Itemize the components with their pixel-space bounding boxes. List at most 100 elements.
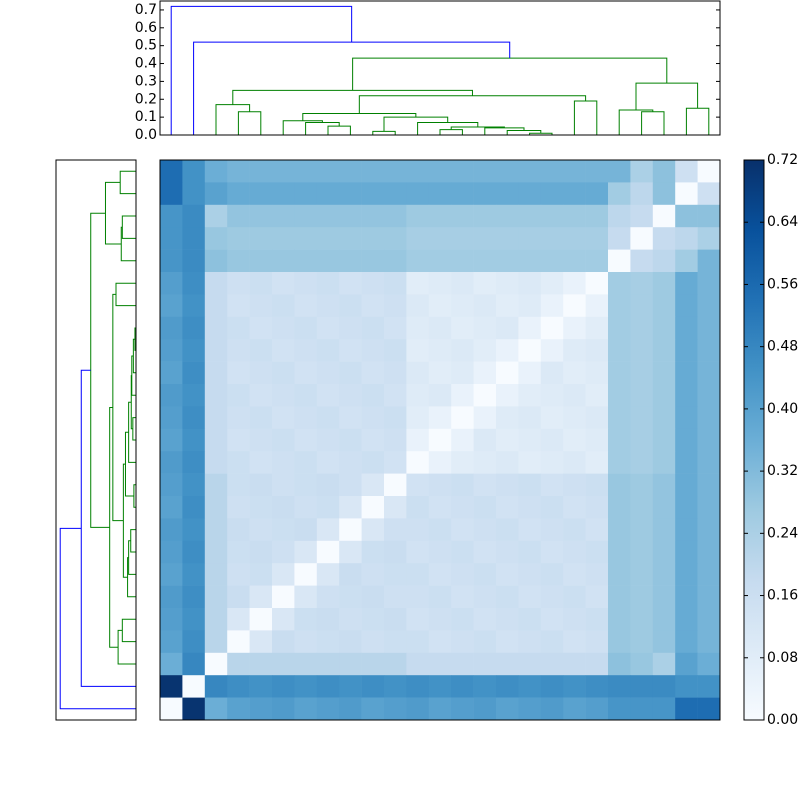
heatmap-cell (294, 675, 318, 698)
heatmap-cell (316, 451, 340, 474)
heatmap-cell (675, 384, 698, 407)
heatmap-cell (697, 227, 721, 250)
heatmap-cell (451, 585, 474, 609)
y-tick-label: 0.3 (135, 73, 157, 89)
heatmap-cell (608, 384, 631, 407)
heatmap-cell (204, 384, 228, 407)
heatmap-cell (451, 428, 474, 452)
heatmap-cell (652, 451, 676, 474)
heatmap-cell (160, 608, 183, 631)
heatmap-cell (361, 608, 385, 631)
heatmap-cell (361, 675, 385, 698)
heatmap-cell (652, 630, 676, 654)
heatmap-cell (540, 182, 564, 206)
heatmap-cell (339, 182, 362, 206)
heatmap-cell (697, 316, 721, 340)
heatmap-cell (630, 697, 654, 721)
heatmap-cell (406, 249, 430, 273)
heatmap-cell (272, 339, 295, 362)
heatmap-cell (697, 630, 721, 654)
heatmap-cell (451, 182, 474, 206)
heatmap-cell (249, 652, 273, 676)
left-dendrogram-link (115, 282, 136, 307)
heatmap-cell (630, 406, 654, 430)
heatmap-cell (675, 630, 698, 654)
heatmap-cell (608, 451, 631, 474)
y-tick-label: 0.1 (135, 109, 157, 125)
heatmap-cell (272, 406, 295, 430)
heatmap-cell (540, 540, 564, 564)
heatmap-cell (451, 227, 474, 250)
top-dendrogram-link (417, 121, 479, 135)
heatmap-cell (428, 249, 452, 273)
heatmap-cell (451, 249, 474, 273)
heatmap-cell (406, 428, 430, 452)
heatmap-cell (518, 294, 542, 318)
heatmap-cell (518, 563, 542, 586)
heatmap-cell (227, 563, 250, 586)
heatmap-cell (316, 249, 340, 273)
heatmap-cell (473, 496, 497, 519)
heatmap-cell (428, 204, 452, 228)
heatmap-cell (428, 384, 452, 407)
heatmap-cell (316, 227, 340, 250)
heatmap-cell (608, 585, 631, 609)
heatmap-cell (652, 608, 676, 631)
heatmap-cell (563, 652, 586, 676)
heatmap-cell (563, 339, 586, 362)
heatmap-cell (204, 697, 228, 721)
heatmap-cell (384, 361, 407, 385)
heatmap-cell (182, 496, 206, 519)
heatmap-cell (608, 563, 631, 586)
heatmap-cell (675, 540, 698, 564)
heatmap-cell (496, 316, 519, 340)
heatmap-cell (473, 294, 497, 318)
heatmap-cell (697, 339, 721, 362)
heatmap-cell (339, 540, 362, 564)
heatmap-cell (294, 316, 318, 340)
heatmap-cell (361, 160, 385, 183)
heatmap-cell (384, 473, 407, 497)
heatmap-cell (272, 384, 295, 407)
heatmap-cell (585, 496, 609, 519)
heatmap-cell (384, 563, 407, 586)
heatmap-cell (406, 406, 430, 430)
heatmap-cell (585, 227, 609, 250)
heatmap-cell (428, 182, 452, 206)
heatmap-cell (249, 563, 273, 586)
heatmap-cell (652, 294, 676, 318)
heatmap-cell (272, 272, 295, 295)
heatmap-cell (406, 384, 430, 407)
heatmap-cell (540, 294, 564, 318)
heatmap-cell (473, 608, 497, 631)
heatmap-cell (249, 316, 273, 340)
heatmap-cell (540, 652, 564, 676)
heatmap-cell (585, 204, 609, 228)
top-dendrogram-link (484, 127, 525, 135)
heatmap-cell (406, 585, 430, 609)
heatmap-cell (294, 496, 318, 519)
heatmap-cell (182, 294, 206, 318)
heatmap-cell (316, 652, 340, 676)
heatmap-cell (496, 249, 519, 273)
heatmap-cell (249, 361, 273, 385)
heatmap-cell (563, 316, 586, 340)
heatmap-cell (473, 182, 497, 206)
heatmap-cell (272, 675, 295, 698)
left-dendrogram-link (133, 484, 136, 508)
heatmap-cell (406, 608, 430, 631)
heatmap-cell (675, 563, 698, 586)
heatmap-cell (540, 451, 564, 474)
heatmap-cell (652, 428, 676, 452)
heatmap-cell (316, 384, 340, 407)
heatmap-cell (294, 428, 318, 452)
heatmap-cell (204, 652, 228, 676)
heatmap-cell (227, 496, 250, 519)
heatmap-cell (518, 451, 542, 474)
heatmap-cell (294, 563, 318, 586)
heatmap-cell (540, 339, 564, 362)
heatmap-cell (339, 451, 362, 474)
left-dendrogram-link (128, 401, 136, 463)
heatmap-cell (608, 272, 631, 295)
heatmap-cell (518, 406, 542, 430)
